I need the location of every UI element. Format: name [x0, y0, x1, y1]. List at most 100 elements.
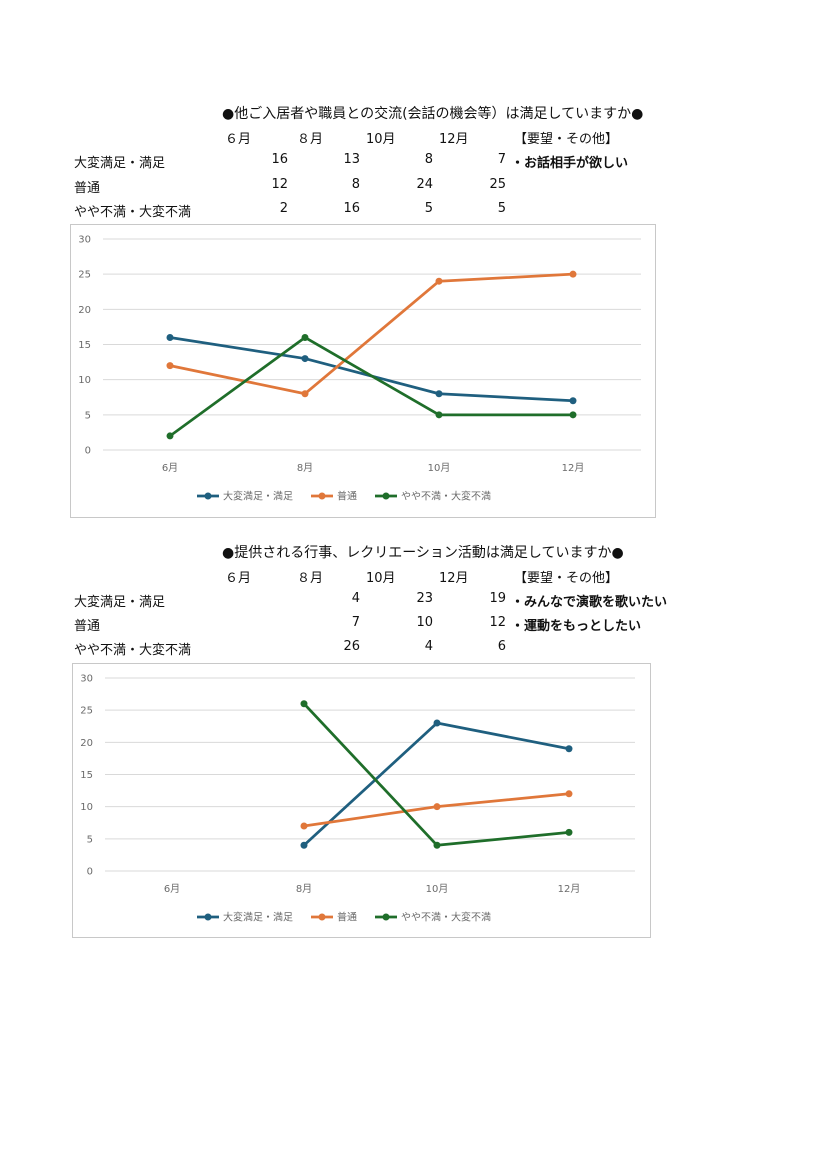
legend-label: やや不満・大変不満 — [401, 911, 491, 924]
y-tick-label: 20 — [78, 305, 91, 316]
y-tick-label: 10 — [80, 802, 93, 813]
data-point — [166, 362, 174, 370]
table-cell: 16 — [271, 152, 288, 167]
table-cell: 8 — [424, 152, 433, 167]
table-cell: 25 — [489, 177, 506, 192]
request-text: ・お話相手が欲しい — [511, 156, 629, 171]
y-tick-label: 5 — [87, 834, 93, 845]
data-point — [565, 828, 573, 836]
legend-swatch-marker — [204, 492, 212, 500]
data-point — [435, 390, 443, 398]
y-tick-label: 20 — [80, 738, 93, 749]
row-label-satisfied: 大変満足・満足 — [74, 156, 166, 171]
table-cell: 12 — [489, 615, 506, 630]
row-label-satisfied: 大変満足・満足 — [74, 595, 166, 610]
data-point — [301, 390, 309, 398]
y-tick-label: 10 — [78, 375, 91, 386]
month-header-dec: 12月 — [439, 132, 469, 147]
legend-swatch-marker — [382, 492, 390, 500]
legend-swatch-marker — [204, 913, 212, 921]
legend-label: 大変満足・満足 — [223, 911, 293, 924]
legend-label: 大変満足・満足 — [223, 490, 293, 503]
y-tick-label: 25 — [78, 270, 91, 281]
table-cell: 4 — [424, 639, 433, 654]
row-label-normal: 普通 — [74, 181, 101, 196]
data-point — [300, 700, 308, 708]
month-header-aug: ８月 — [297, 132, 324, 147]
y-tick-label: 25 — [80, 706, 93, 717]
x-tick-label: 8月 — [296, 883, 312, 895]
x-tick-label: 6月 — [162, 462, 178, 474]
x-tick-label: 8月 — [297, 462, 313, 474]
table-cell: 10 — [416, 615, 433, 630]
table-cell: 2 — [279, 201, 288, 216]
month-header-jun: ６月 — [225, 571, 252, 586]
row-label-normal: 普通 — [74, 619, 101, 634]
legend-swatch-marker — [318, 913, 326, 921]
data-point — [301, 333, 309, 341]
y-tick-label: 30 — [80, 674, 93, 685]
data-point — [435, 411, 443, 419]
table-cell: 16 — [343, 201, 360, 216]
x-tick-label: 6月 — [164, 883, 180, 895]
x-tick-label: 12月 — [558, 883, 581, 895]
data-point — [301, 355, 309, 363]
data-point — [166, 432, 174, 440]
data-point — [565, 790, 573, 798]
month-header-aug: ８月 — [297, 571, 324, 586]
table-cell: 26 — [343, 639, 360, 654]
data-point — [565, 745, 573, 753]
data-point — [300, 841, 308, 849]
y-tick-label: 0 — [87, 867, 93, 878]
y-tick-label: 0 — [85, 446, 91, 457]
data-point — [569, 397, 577, 405]
chart-2: 0 5 10 15 20 25 30 6月 8月 10月 12月 大変満足・満足 普通 やや不満・大変不満 — [72, 663, 651, 938]
section-2-title: ●提供される行事、レクリエーション活動は満足していますか● — [222, 545, 624, 561]
table-cell: 7 — [497, 152, 506, 167]
y-tick-label: 30 — [78, 235, 91, 246]
legend-label: 普通 — [337, 911, 357, 924]
month-header-dec: 12月 — [439, 571, 469, 586]
table-cell: 7 — [351, 615, 360, 630]
x-tick-label: 12月 — [562, 462, 585, 474]
table-cell: 6 — [497, 639, 506, 654]
data-point — [569, 411, 577, 419]
table-cell: 23 — [416, 591, 433, 606]
series-line — [169, 272, 574, 396]
table-cell: 12 — [271, 177, 288, 192]
request-header: 【要望・その他】 — [514, 132, 619, 147]
month-header-oct: 10月 — [366, 132, 396, 147]
legend-swatch-marker — [382, 913, 390, 921]
month-header-jun: ６月 — [225, 132, 252, 147]
table-cell: 19 — [489, 591, 506, 606]
table-cell: 5 — [497, 201, 506, 216]
data-point — [433, 719, 441, 727]
y-tick-label: 5 — [85, 410, 91, 421]
chart-1: 0 5 10 15 20 25 30 6月 8月 10月 12月大変満足・満足 普通 やや不満・大変不満 — [70, 224, 656, 518]
data-point — [300, 822, 308, 830]
table-cell: 4 — [351, 591, 360, 606]
table-cell: 13 — [343, 152, 360, 167]
data-point — [166, 333, 174, 341]
data-point — [435, 277, 443, 285]
table-cell: 24 — [416, 177, 433, 192]
legend-label: やや不満・大変不満 — [401, 490, 491, 503]
row-label-dissatisfied: やや不満・大変不満 — [74, 643, 192, 658]
table-cell: 5 — [424, 201, 433, 216]
section-1-title: ●他ご入居者や職員との交流(会話の機会等）は満足していますか● — [222, 106, 644, 122]
table-cell: 8 — [351, 177, 360, 192]
data-point — [433, 803, 441, 811]
request-header: 【要望・その他】 — [514, 571, 619, 586]
legend-label: 普通 — [337, 490, 357, 503]
y-tick-label: 15 — [80, 770, 93, 781]
request-text: ・運動をもっとしたい — [511, 619, 642, 634]
x-tick-label: 10月 — [428, 462, 451, 474]
data-point — [569, 270, 577, 278]
request-text: ・みんなで演歌を歌いたい — [511, 595, 668, 610]
data-point — [433, 841, 441, 849]
month-header-oct: 10月 — [366, 571, 396, 586]
row-label-dissatisfied: やや不満・大変不満 — [74, 205, 192, 220]
y-tick-label: 15 — [78, 340, 91, 351]
